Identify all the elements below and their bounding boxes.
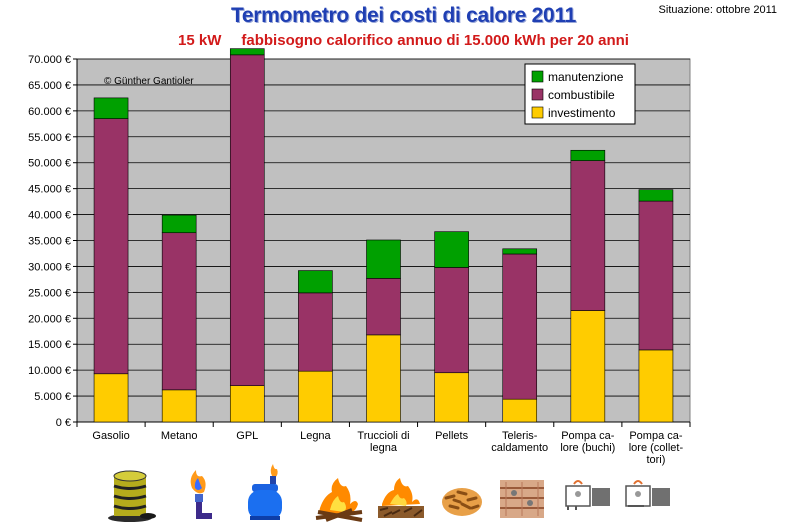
x-tick-label: Pompa ca-lore (collet-tori) xyxy=(629,430,684,466)
bar-investimento xyxy=(93,373,129,423)
bar-investimento xyxy=(434,372,469,423)
legend-label-investimento: investimento xyxy=(548,106,616,120)
y-tick-label: 40.000 € xyxy=(28,210,71,222)
legend xyxy=(524,63,636,125)
wood-chips-fire-icon xyxy=(378,478,424,518)
bar-manutenzione xyxy=(570,149,606,161)
x-tick-label: GPL xyxy=(236,430,258,442)
bar-investimento xyxy=(298,370,333,423)
legend-swatch-combustibile xyxy=(531,88,544,101)
y-tick-label: 45.000 € xyxy=(28,184,71,196)
y-tick-label: 0 € xyxy=(56,417,71,429)
situation-date: Situazione: ottobre 2011 xyxy=(658,4,777,16)
bar-manutenzione xyxy=(229,48,265,56)
y-tick-label: 10.000 € xyxy=(28,365,71,377)
bar-investimento xyxy=(366,334,401,423)
bar-manutenzione xyxy=(638,189,674,202)
y-tick-label: 35.000 € xyxy=(28,236,71,248)
bar-manutenzione xyxy=(93,97,129,119)
gas-flame-icon xyxy=(190,470,212,519)
bar-investimento xyxy=(570,310,606,423)
heat-pump-collector-icon xyxy=(625,480,670,507)
bar-combustibile xyxy=(434,267,469,374)
x-tick-label: Pellets xyxy=(435,430,469,442)
subtitle-power: 15 kW xyxy=(178,32,222,49)
bar-investimento xyxy=(638,349,674,423)
subtitle-text: fabbisogno calorifico annuo di 15.000 kW… xyxy=(241,32,629,49)
bar-manutenzione xyxy=(434,231,469,268)
pellets-icon xyxy=(442,488,482,516)
y-tick-label: 50.000 € xyxy=(28,158,71,170)
lpg-tank-icon xyxy=(248,464,282,520)
y-tick-label: 55.000 € xyxy=(28,132,71,144)
legend-swatch-investimento xyxy=(531,106,544,119)
legend-label-manutenzione: manutenzione xyxy=(548,70,624,84)
bar-manutenzione xyxy=(366,239,401,279)
x-tick-label: Gasolio xyxy=(92,430,129,442)
campfire-icon xyxy=(315,478,363,522)
bar-combustibile xyxy=(638,200,674,351)
bar-investimento xyxy=(502,398,538,423)
x-tick-label: Legna xyxy=(300,430,331,442)
bar-combustibile xyxy=(298,292,333,372)
y-tick-label: 15.000 € xyxy=(28,339,71,351)
chart-subtitle: 15 kW fabbisogno calorifico annuo di 15.0… xyxy=(0,32,807,49)
bar-manutenzione xyxy=(161,214,197,234)
bar-combustibile xyxy=(93,118,129,375)
bar-investimento xyxy=(161,389,197,423)
x-tick-label: Teleris-caldamento xyxy=(491,430,548,454)
bar-combustibile xyxy=(366,278,401,336)
oil-barrel-icon xyxy=(108,470,156,522)
copyright-label: © Günther Gantioler xyxy=(104,76,194,87)
legend-label-combustibile: combustibile xyxy=(548,88,615,102)
district-heating-icon xyxy=(500,480,544,518)
legend-swatch-manutenzione xyxy=(531,70,544,83)
bar-combustibile xyxy=(161,232,197,391)
bar-manutenzione xyxy=(298,270,333,294)
bar-combustibile xyxy=(502,253,538,400)
y-tick-label: 70.000 € xyxy=(28,54,71,66)
bar-manutenzione xyxy=(502,248,538,255)
bar-combustibile xyxy=(229,54,265,387)
x-tick-label: Metano xyxy=(161,430,198,442)
y-tick-label: 30.000 € xyxy=(28,261,71,273)
x-tick-label: Pompa ca-lore (buchi) xyxy=(560,430,615,454)
y-tick-label: 20.000 € xyxy=(28,313,71,325)
chart-title: Termometro dei costi di calore 2011 xyxy=(230,4,577,27)
bar-combustibile xyxy=(570,160,606,311)
y-tick-label: 5.000 € xyxy=(34,391,71,403)
y-tick-label: 60.000 € xyxy=(28,106,71,118)
y-tick-label: 25.000 € xyxy=(28,287,71,299)
bar-investimento xyxy=(229,385,265,423)
x-tick-label: Truccioli di legna xyxy=(357,430,409,454)
heat-pump-borehole-icon xyxy=(565,480,610,510)
y-tick-label: 65.000 € xyxy=(28,80,71,92)
